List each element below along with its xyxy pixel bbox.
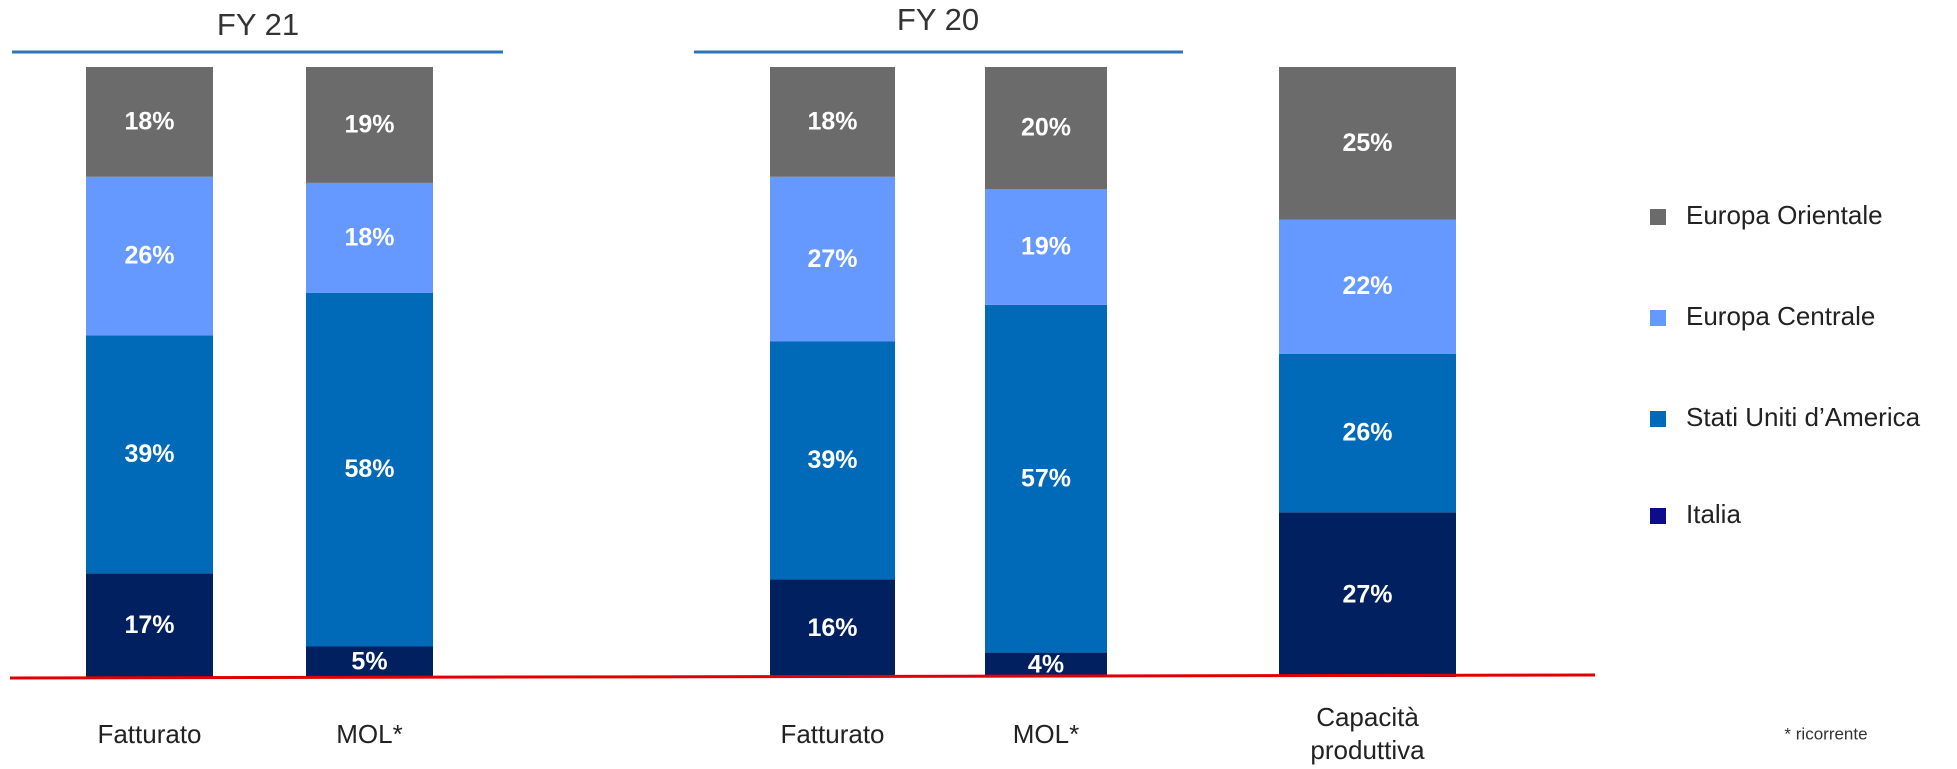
bar-segment	[1279, 219, 1456, 354]
data-label: 18%	[124, 108, 174, 136]
bar-segment	[985, 652, 1107, 677]
legend-label: Stati Uniti d’America	[1686, 402, 1921, 432]
data-label: 27%	[1342, 580, 1392, 608]
data-label: 39%	[807, 446, 857, 474]
footnote: * ricorrente	[1784, 724, 1867, 743]
group-label: FY 20	[897, 2, 979, 37]
bar-segment	[306, 292, 433, 647]
bar-segment	[86, 573, 213, 677]
bar-segment	[86, 176, 213, 336]
bar-segment	[985, 304, 1107, 653]
bar-segment	[306, 182, 433, 293]
bar-segment	[306, 67, 433, 183]
data-label: 19%	[1021, 233, 1071, 261]
bar-segment	[1279, 67, 1456, 220]
data-label: 22%	[1342, 272, 1392, 300]
legend-marker	[1650, 310, 1666, 326]
data-label: 17%	[124, 611, 174, 639]
bar-segment	[86, 67, 213, 177]
bar-segment	[1279, 512, 1456, 677]
bar-segment	[770, 579, 895, 677]
data-label: 39%	[124, 440, 174, 468]
baseline	[9, 673, 1596, 680]
x-tick-label: Fatturato	[780, 718, 885, 749]
data-label: 18%	[807, 108, 857, 136]
legend-label: Italia	[1686, 499, 1741, 529]
legend-marker	[1650, 209, 1666, 225]
legend-label: Europa Centrale	[1686, 301, 1875, 331]
data-label: 4%	[1028, 650, 1064, 678]
data-label: 58%	[344, 455, 394, 483]
x-tick-label: MOL*	[1012, 718, 1080, 749]
data-label: 20%	[1021, 114, 1071, 142]
bar-segment	[985, 189, 1107, 305]
bar-segment	[770, 176, 895, 342]
x-tick-label: Fatturato	[97, 718, 202, 749]
data-label: 27%	[807, 245, 857, 273]
bar-segment	[770, 341, 895, 580]
data-label: 57%	[1021, 464, 1071, 492]
bar-segment	[770, 67, 895, 177]
data-label: 16%	[807, 614, 857, 642]
data-label: 18%	[344, 223, 394, 251]
data-label: 19%	[344, 111, 394, 139]
data-label: 26%	[124, 242, 174, 270]
bar-segment	[86, 335, 213, 574]
legend-label: Europa Orientale	[1686, 200, 1883, 230]
x-tick-label: MOL*	[336, 718, 403, 749]
group-label: FY 21	[217, 7, 299, 42]
legend-marker	[1650, 411, 1666, 427]
bar-segment	[306, 646, 433, 677]
bar-segment	[985, 67, 1107, 189]
bar-segment	[1279, 353, 1456, 513]
legend-marker	[1650, 508, 1666, 524]
data-label: 26%	[1342, 419, 1392, 447]
data-label: 5%	[351, 647, 387, 675]
x-tick-label: Capacità produttiva	[1310, 702, 1425, 765]
data-label: 25%	[1342, 129, 1392, 157]
